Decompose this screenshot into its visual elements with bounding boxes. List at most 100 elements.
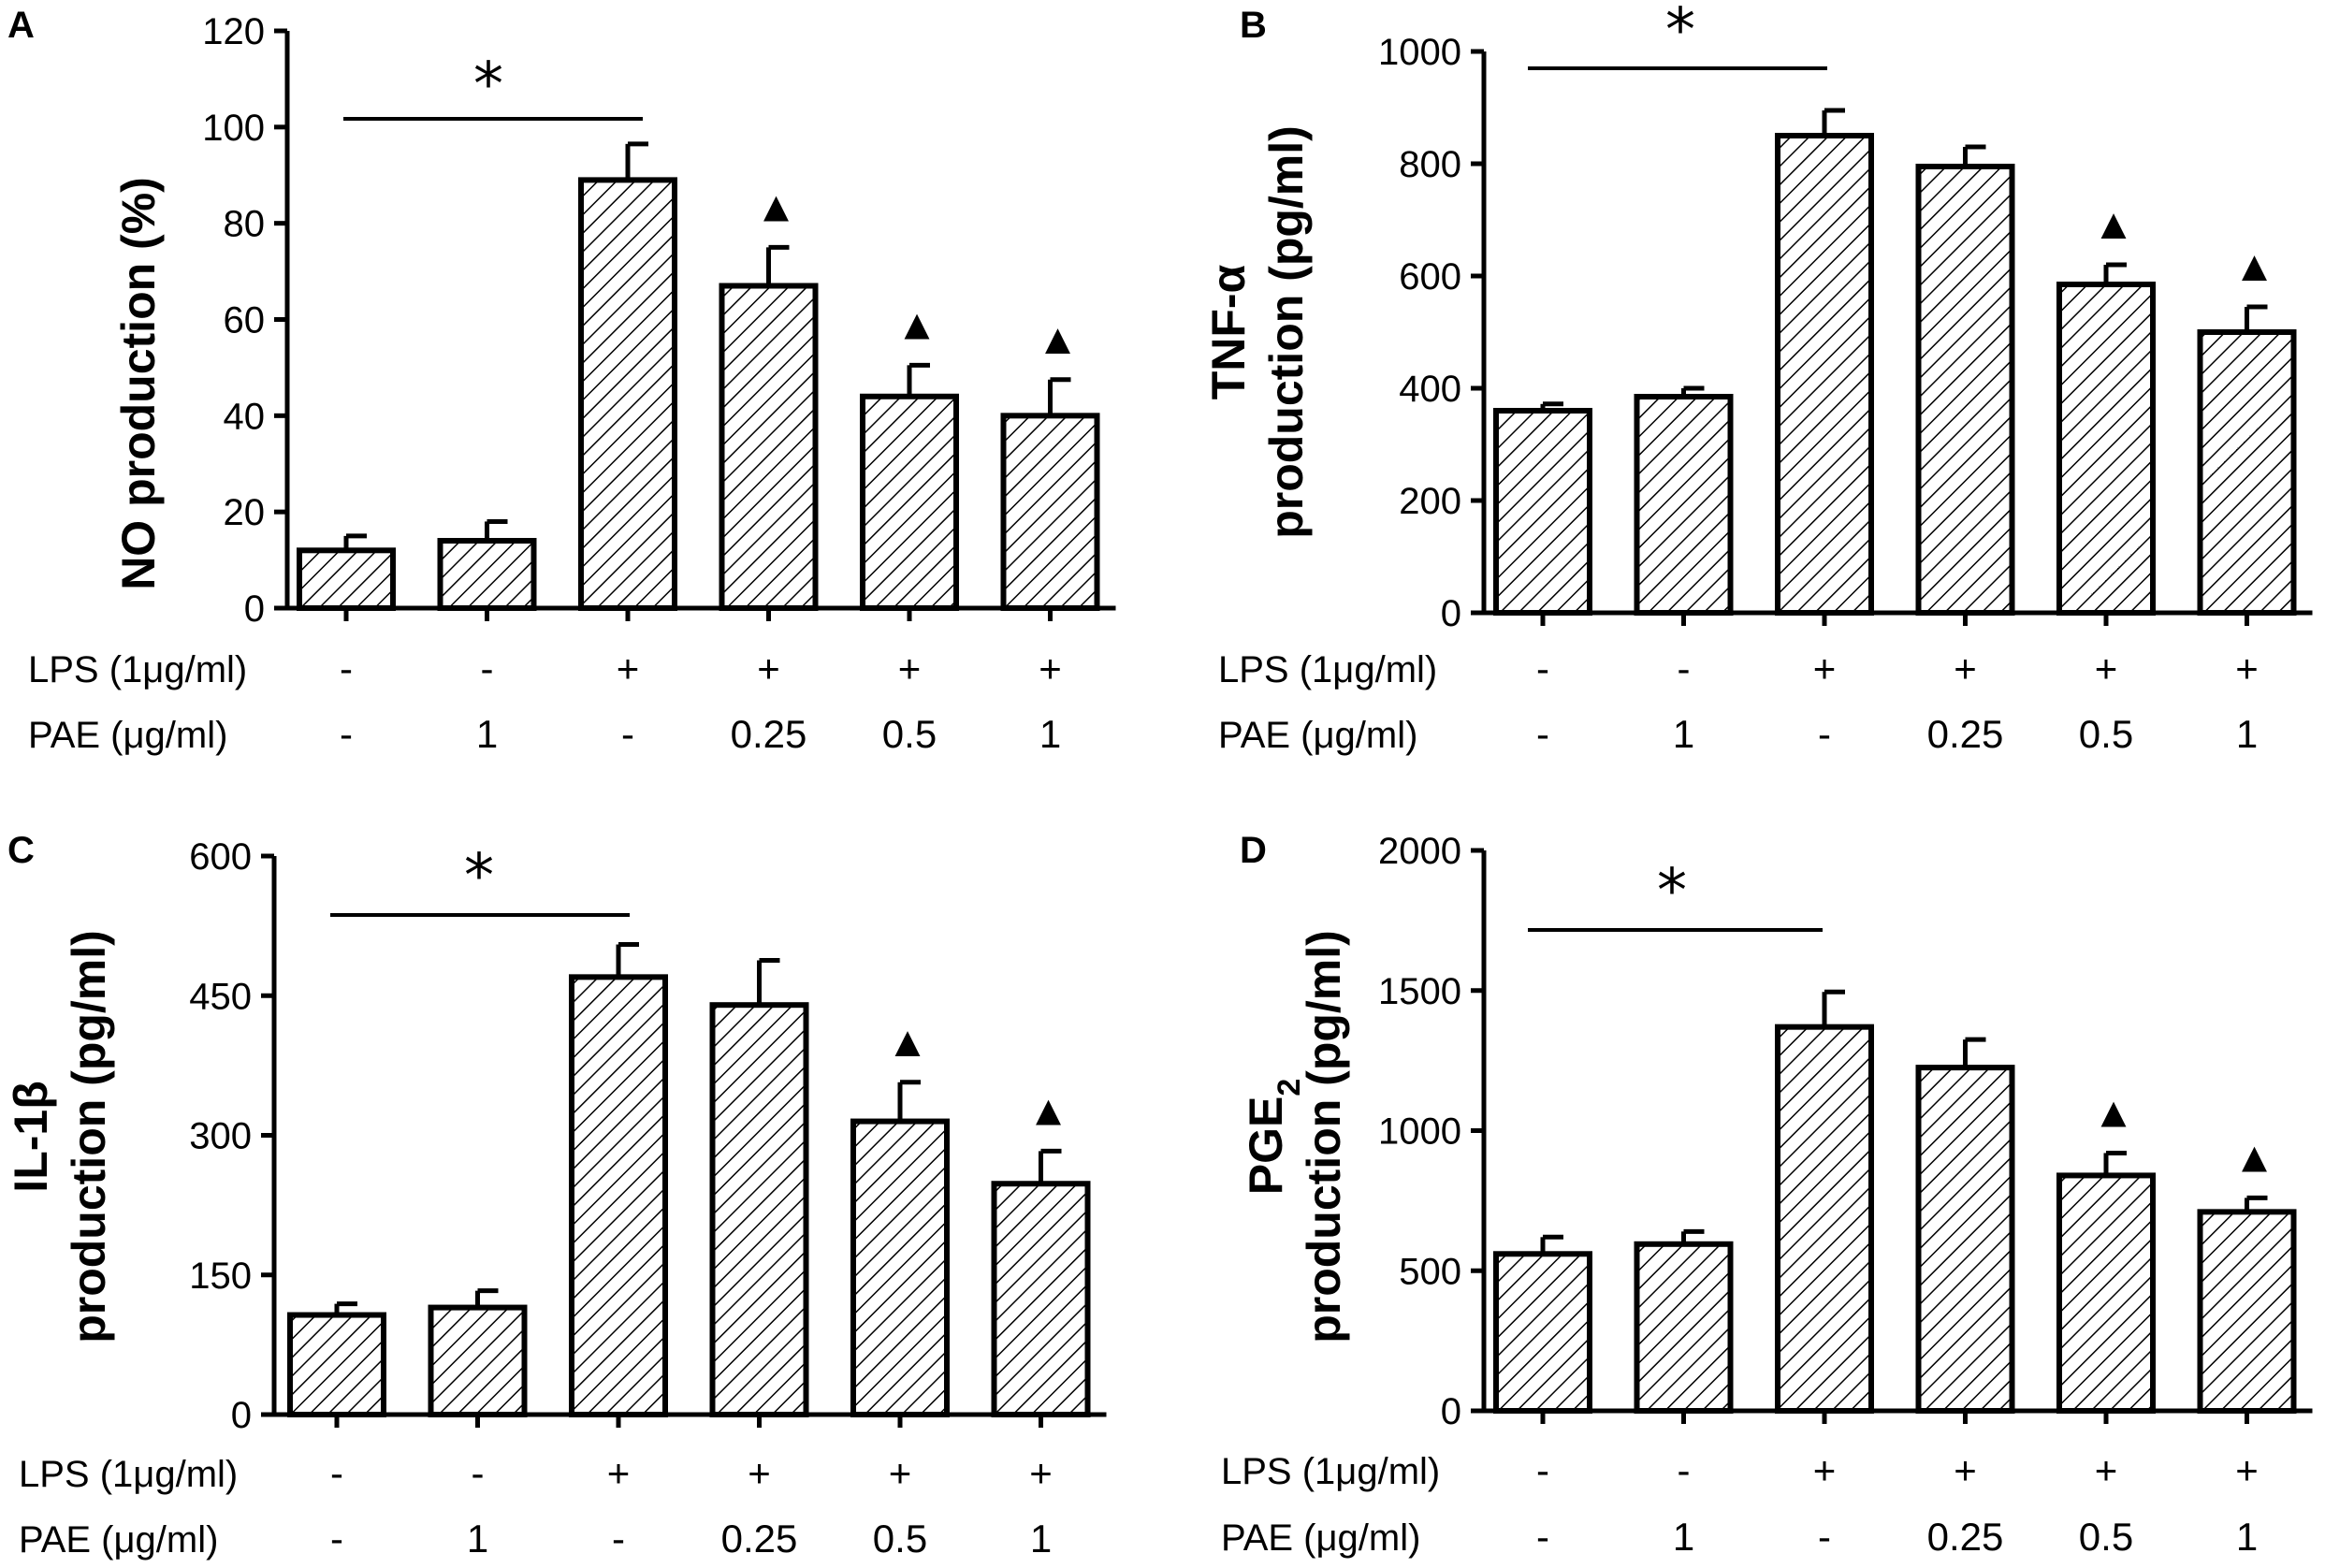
pae-row-label: PAE (μg/ml) (1218, 715, 1417, 756)
y-tick-label: 1000 (1378, 1111, 1461, 1153)
bar (1775, 1024, 1874, 1415)
pae-cell: 1 (467, 1517, 488, 1561)
bar (287, 1312, 386, 1418)
triangle-marker: ▲ (895, 299, 938, 348)
significance-star: * (473, 51, 503, 120)
panel-letter: B (1240, 5, 1267, 46)
significance-star: * (464, 842, 494, 911)
triangle-marker: ▲ (1037, 314, 1080, 363)
y-axis-title: NO production (%) (112, 177, 165, 590)
lps-cell: - (1536, 646, 1549, 690)
y-tick-label: 20 (224, 492, 266, 533)
y-tick-label: 500 (1399, 1251, 1461, 1292)
pae-cell: - (1536, 712, 1549, 756)
y-tick-label: 450 (189, 976, 252, 1017)
y-tick-label: 0 (1441, 1391, 1461, 1432)
triangle-marker: ▲ (2092, 199, 2135, 248)
pae-cell: 0.5 (882, 712, 937, 756)
pae-cell: 0.5 (2079, 1515, 2133, 1559)
bar (297, 547, 396, 611)
lps-cell: + (757, 646, 780, 690)
triangle-marker: ▲ (2233, 241, 2276, 290)
bar (991, 1181, 1091, 1417)
panel-letter: A (7, 5, 35, 46)
pae-cell: 1 (1030, 1517, 1052, 1561)
pae-cell: - (340, 712, 353, 756)
bar (2197, 1209, 2297, 1414)
bar (1915, 164, 2015, 616)
bar (1493, 408, 1592, 616)
lps-cell: - (330, 1451, 343, 1495)
lps-cell: + (2095, 646, 2118, 690)
triangle-marker: ▲ (2233, 1132, 2276, 1181)
y-tick-label: 1000 (1378, 32, 1461, 73)
lps-cell: + (1039, 646, 1062, 690)
bar (1493, 1251, 1592, 1415)
lps-cell: - (1678, 1448, 1691, 1492)
lps-cell: + (2235, 646, 2259, 690)
lps-cell: - (481, 646, 494, 690)
pae-cell: 1 (2236, 1515, 2258, 1559)
bar (709, 1002, 809, 1417)
lps-cell: + (1029, 1451, 1053, 1495)
pae-cell: 1 (1673, 1515, 1694, 1559)
lps-cell: + (617, 646, 640, 690)
pae-cell: - (1536, 1515, 1549, 1559)
pae-cell: 1 (2236, 712, 2258, 756)
lps-cell: + (2095, 1448, 2118, 1492)
lps-row-label: LPS (1μg/ml) (19, 1454, 238, 1495)
pae-row-label: PAE (μg/ml) (1221, 1517, 1420, 1559)
lps-cell: - (472, 1451, 485, 1495)
chart-panel-a: A 0 20 40 60 80 100 120 NO production (%) ▲ ▲ ▲ * LPS… (7, 5, 1116, 756)
bar (2056, 282, 2156, 616)
y-tick-label: 2000 (1378, 831, 1461, 872)
triangle-marker: ▲ (1027, 1085, 1070, 1134)
pae-cell: 0.5 (2079, 712, 2133, 756)
pae-cell: - (330, 1517, 343, 1561)
y-tick-label: 0 (244, 588, 265, 630)
pae-cell: 1 (1673, 712, 1694, 756)
lps-cell: + (889, 1451, 912, 1495)
y-axis-title: PGE2 (1240, 1079, 1307, 1196)
pae-cell: - (1818, 1515, 1831, 1559)
y-tick-label: 200 (1399, 481, 1461, 522)
bar (719, 283, 819, 611)
lps-cell: + (1813, 1448, 1837, 1492)
bar (1634, 1241, 1734, 1414)
y-tick-label: 400 (1399, 369, 1461, 410)
y-tick-label: 600 (189, 836, 252, 878)
lps-cell: + (898, 646, 922, 690)
y-tick-label: 80 (224, 204, 266, 245)
lps-row-label: LPS (1μg/ml) (1218, 649, 1437, 690)
triangle-marker: ▲ (755, 181, 798, 230)
bar (578, 177, 677, 611)
pae-cell: - (612, 1517, 625, 1561)
y-axis-title: IL-1β (5, 1081, 57, 1192)
lps-cell: + (607, 1451, 631, 1495)
y-axis-title: TNF-α (1202, 264, 1255, 399)
y-tick-label: 0 (1441, 593, 1461, 634)
significance-star: * (1665, 0, 1695, 65)
pae-cell: 1 (1039, 712, 1061, 756)
pae-cell: 0.25 (1927, 712, 2004, 756)
bar (1634, 394, 1734, 616)
bar (428, 1304, 528, 1417)
y-tick-label: 150 (189, 1256, 252, 1297)
chart-panel-c: C 0 150 300 450 600 IL-1β production (pg/ml) ▲ ▲ *… (5, 830, 1107, 1561)
y-tick-label: 800 (1399, 144, 1461, 185)
y-tick-label: 0 (231, 1395, 252, 1436)
y-tick-label: 120 (202, 11, 265, 52)
panel-letter: C (7, 830, 35, 871)
pae-cell: - (1818, 712, 1831, 756)
lps-cell: + (748, 1451, 771, 1495)
bar (850, 1118, 950, 1417)
pae-row-label: PAE (μg/ml) (19, 1519, 218, 1561)
y-tick-label: 60 (224, 300, 266, 341)
y-tick-label: 600 (1399, 256, 1461, 298)
pae-cell: 0.5 (873, 1517, 927, 1561)
bar (2197, 329, 2297, 616)
chart-panel-b: B 0 200 400 600 800 1000 TNF-α production (pg/ml… (1202, 0, 2313, 756)
bar (1000, 413, 1100, 612)
